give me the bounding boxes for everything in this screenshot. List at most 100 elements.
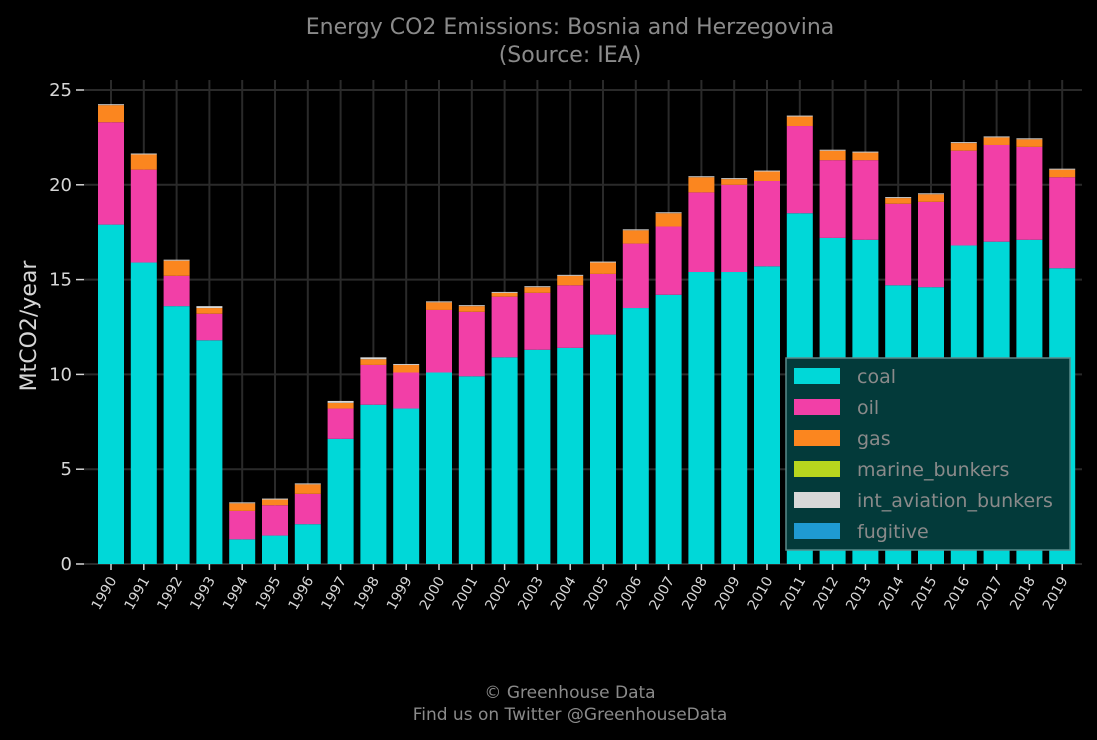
bar-gas-2009 bbox=[721, 179, 748, 185]
bar-coal-1991 bbox=[130, 262, 157, 564]
bar-int_aviation_bunkers-2001 bbox=[458, 305, 485, 307]
bar-int_aviation_bunkers-2007 bbox=[655, 212, 682, 214]
bar-oil-2017 bbox=[983, 144, 1010, 242]
bar-oil-2007 bbox=[655, 226, 682, 295]
bar-coal-2006 bbox=[622, 308, 649, 564]
bar-int_aviation_bunkers-2005 bbox=[590, 261, 616, 263]
bar-oil-1992 bbox=[163, 275, 190, 307]
legend-swatch-int_aviation_bunkers bbox=[794, 492, 840, 508]
bar-oil-2009 bbox=[721, 184, 748, 273]
bar-coal-1994 bbox=[229, 539, 256, 564]
chart-title: Energy CO2 Emissions: Bosnia and Herzego… bbox=[306, 15, 835, 40]
bar-gas-2012 bbox=[819, 150, 846, 161]
bar-gas-1998 bbox=[360, 359, 387, 365]
bar-gas-1996 bbox=[294, 484, 321, 494]
bar-oil-2015 bbox=[918, 201, 944, 288]
bar-int_aviation_bunkers-1995 bbox=[262, 498, 288, 500]
bar-coal-1993 bbox=[196, 340, 223, 564]
bar-int_aviation_bunkers-1997 bbox=[327, 400, 354, 403]
bar-coal-1999 bbox=[393, 408, 420, 564]
bar-coal-1997 bbox=[327, 438, 354, 564]
bar-oil-2008 bbox=[688, 192, 715, 273]
bar-gas-2003 bbox=[524, 287, 551, 293]
x-tick-label: 2017 bbox=[974, 574, 1006, 613]
bar-coal-2007 bbox=[655, 294, 682, 564]
bar-oil-1995 bbox=[262, 505, 288, 536]
bar-oil-1998 bbox=[360, 364, 387, 405]
bar-gas-1994 bbox=[229, 503, 256, 511]
bar-int_aviation_bunkers-2009 bbox=[721, 178, 748, 180]
footer-twitter: Find us on Twitter @GreenhouseData bbox=[413, 705, 728, 725]
bar-oil-1993 bbox=[196, 313, 223, 341]
bar-gas-1991 bbox=[130, 154, 157, 170]
y-tick-label: 15 bbox=[49, 270, 72, 291]
legend-items: coal oil gas marine_bunkers int_aviation_bun… bbox=[794, 366, 1053, 543]
bar-gas-1992 bbox=[163, 260, 190, 276]
x-tick-label: 2014 bbox=[876, 574, 908, 613]
bar-int_aviation_bunkers-1993 bbox=[196, 306, 223, 309]
bar-gas-2018 bbox=[1016, 139, 1043, 147]
legend-swatch-fugitive bbox=[794, 523, 840, 539]
bar-int_aviation_bunkers-1990 bbox=[98, 104, 124, 106]
bar-gas-2002 bbox=[491, 292, 518, 297]
x-tick-label: 2007 bbox=[646, 574, 678, 613]
bar-int_aviation_bunkers-1992 bbox=[163, 259, 190, 261]
legend-label-fugitive: fugitive bbox=[857, 521, 929, 543]
bar-coal-2002 bbox=[491, 357, 518, 564]
bar-int_aviation_bunkers-2010 bbox=[754, 170, 780, 172]
x-tick-label: 1992 bbox=[154, 574, 186, 613]
bar-coal-2008 bbox=[688, 272, 715, 564]
x-tick-label: 2004 bbox=[548, 574, 580, 613]
bar-gas-2010 bbox=[754, 171, 780, 182]
bar-gas-2008 bbox=[688, 177, 715, 193]
bar-int_aviation_bunkers-1999 bbox=[393, 363, 420, 365]
bar-int_aviation_bunkers-2014 bbox=[885, 197, 912, 199]
bar-oil-2014 bbox=[885, 203, 912, 286]
legend-swatch-coal bbox=[794, 368, 840, 384]
x-tick-label: 2015 bbox=[909, 574, 941, 613]
bar-gas-1990 bbox=[98, 105, 124, 123]
y-axis-label: MtCO2/year bbox=[17, 260, 42, 392]
x-tick-label: 2012 bbox=[810, 574, 842, 613]
y-tick-label: 20 bbox=[49, 175, 72, 196]
x-tick-label: 2009 bbox=[712, 574, 744, 613]
bar-oil-1997 bbox=[327, 408, 354, 439]
bar-gas-2013 bbox=[852, 152, 879, 161]
y-ticks: 0 5 10 15 20 25 bbox=[49, 80, 84, 575]
x-tick-label: 2000 bbox=[417, 574, 449, 613]
y-tick-label: 0 bbox=[61, 554, 72, 575]
bar-oil-1990 bbox=[98, 122, 124, 225]
bar-int_aviation_bunkers-2002 bbox=[491, 291, 518, 293]
x-tick-label: 1996 bbox=[286, 574, 318, 613]
bar-oil-2001 bbox=[458, 311, 485, 377]
bar-int_aviation_bunkers-2012 bbox=[819, 149, 846, 151]
x-tick-label: 2001 bbox=[450, 574, 482, 613]
legend-label-coal: coal bbox=[857, 366, 896, 388]
y-tick-label: 25 bbox=[49, 80, 72, 101]
x-tick-label: 2019 bbox=[1040, 574, 1072, 613]
bar-coal-1998 bbox=[360, 404, 387, 564]
x-tick-label: 2003 bbox=[515, 574, 547, 613]
bar-int_aviation_bunkers-2004 bbox=[557, 274, 584, 276]
x-tick-label: 2006 bbox=[614, 574, 646, 613]
bar-oil-2002 bbox=[491, 296, 518, 358]
x-tick-label: 1998 bbox=[351, 574, 383, 613]
bar-int_aviation_bunkers-2011 bbox=[786, 115, 813, 117]
bar-int_aviation_bunkers-2018 bbox=[1016, 138, 1043, 140]
legend-label-oil: oil bbox=[857, 397, 879, 419]
x-tick-label: 2002 bbox=[482, 574, 514, 613]
bar-gas-1997 bbox=[327, 402, 354, 409]
legend-label-marine_bunkers: marine_bunkers bbox=[857, 459, 1009, 481]
bar-oil-2005 bbox=[590, 273, 616, 335]
bar-oil-2019 bbox=[1049, 177, 1076, 269]
bar-oil-2013 bbox=[852, 160, 879, 240]
y-tick-label: 5 bbox=[61, 459, 72, 480]
bar-gas-2001 bbox=[458, 306, 485, 312]
bar-gas-2007 bbox=[655, 213, 682, 227]
x-tick-label: 1994 bbox=[220, 574, 252, 613]
bar-gas-2019 bbox=[1049, 169, 1076, 178]
bar-int_aviation_bunkers-2003 bbox=[524, 286, 551, 288]
bar-gas-2006 bbox=[622, 230, 649, 244]
bar-gas-2015 bbox=[918, 194, 944, 202]
bar-oil-2018 bbox=[1016, 146, 1043, 240]
